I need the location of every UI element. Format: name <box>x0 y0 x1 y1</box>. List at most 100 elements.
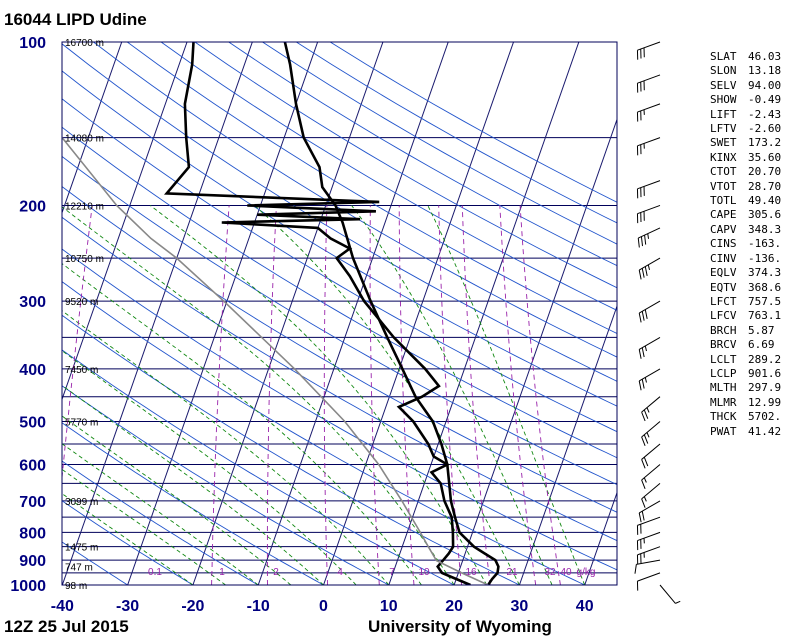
index-row: SELV 94.00 <box>710 79 781 93</box>
index-value: 6.69 <box>748 338 775 352</box>
index-value: 13.18 <box>748 64 782 78</box>
index-name: PWAT <box>710 424 737 438</box>
mixing-ratio-label: 7 <box>389 567 395 578</box>
index-row: CINV -136. <box>710 252 781 266</box>
temperature-tick-label: -20 <box>181 598 204 615</box>
index-value: 173.2 <box>748 136 782 150</box>
wind-barb <box>636 546 661 565</box>
height-label: 98 m <box>65 581 87 592</box>
mixing-ratio-label: 2 <box>273 567 279 578</box>
index-row: MLMR 12.99 <box>710 396 781 410</box>
index-value: 757.5 <box>748 294 782 308</box>
dry-adiabat-line <box>62 216 617 542</box>
temperature-profile-line <box>283 42 500 585</box>
dewpoint-profile-line <box>163 42 471 585</box>
dry-adiabat-line <box>126 42 617 334</box>
mixing-ratio-label: 4 <box>337 567 343 578</box>
dry-adiabat-line <box>62 43 617 382</box>
mixing-ratio-line <box>369 205 380 585</box>
moist-adiabat-line <box>62 263 422 585</box>
index-value: 5.87 <box>748 323 775 337</box>
dry-adiabat-line <box>62 155 617 486</box>
pressure-tick-label: 900 <box>19 553 46 570</box>
wind-barb <box>659 584 681 604</box>
dry-adiabat-line <box>62 185 617 513</box>
mixing-ratio-label: 0.1 <box>148 567 162 578</box>
index-row: BRCH 5.87 <box>710 324 781 338</box>
wind-barb <box>638 368 661 391</box>
data-source: University of Wyoming <box>368 617 552 636</box>
wind-barb <box>641 443 661 469</box>
isotherm-line <box>62 42 188 401</box>
index-name: KINX <box>710 150 737 164</box>
moist-adiabat-line <box>62 443 259 585</box>
index-value: 763.1 <box>748 309 782 323</box>
temperature-tick-label: 10 <box>380 598 398 615</box>
index-row: CINS -163. <box>710 237 781 251</box>
mixing-ratio-line <box>211 205 230 585</box>
index-value: 348.3 <box>748 222 782 236</box>
mixing-ratio-label: g/kg <box>577 567 596 578</box>
moist-adiabat-line <box>150 205 488 585</box>
index-row: LFCT 757.5 <box>710 295 781 309</box>
mixing-ratio-line <box>323 205 328 585</box>
height-label: 14080 m <box>65 134 104 145</box>
isotherm-line <box>322 42 515 585</box>
temperature-tick-label: -10 <box>247 598 270 615</box>
index-value: 305.6 <box>748 208 782 222</box>
temperature-tick-label: 0 <box>319 598 328 615</box>
index-name: CINS <box>710 237 737 251</box>
index-name: TOTL <box>710 194 737 208</box>
dry-adiabat-line <box>62 70 617 407</box>
index-name: VTOT <box>710 179 737 193</box>
isotherm-line <box>453 117 617 585</box>
pressure-tick-label: 200 <box>19 198 46 215</box>
height-label: 16700 m <box>65 38 104 49</box>
index-value: 368.6 <box>748 280 782 294</box>
index-value: 901.6 <box>748 366 782 380</box>
index-row: EQTV 368.6 <box>710 281 781 295</box>
index-value: -2.60 <box>748 122 782 136</box>
index-name: BRCV <box>710 338 737 352</box>
dry-adiabat-line <box>62 98 617 433</box>
dry-adiabat-line <box>62 385 390 585</box>
index-value: 94.00 <box>748 78 782 92</box>
index-row: LFCV 763.1 <box>710 309 781 323</box>
pressure-tick-label: 1000 <box>10 578 46 595</box>
index-name: LCLT <box>710 352 737 366</box>
index-row: SLAT 46.03 <box>710 50 781 64</box>
index-value: 12.99 <box>748 395 782 409</box>
index-value: 46.03 <box>748 50 782 63</box>
index-name: SLAT <box>710 50 737 63</box>
mixing-ratio-label: 1 <box>219 567 225 578</box>
dry-adiabat-line <box>62 422 324 585</box>
index-value: -2.43 <box>748 107 782 121</box>
isotherm-line <box>62 42 253 585</box>
dry-adiabat-line <box>62 349 455 585</box>
index-row: KINX 35.60 <box>710 151 781 165</box>
index-name: BRCH <box>710 323 737 337</box>
wind-barb <box>636 516 661 535</box>
dry-adiabat-line <box>228 42 617 267</box>
pressure-tick-label: 800 <box>19 525 46 542</box>
wind-barb <box>641 464 661 489</box>
dry-adiabat-line <box>62 248 617 571</box>
isotherm-line <box>62 42 123 215</box>
pressure-tick-label: 700 <box>19 494 46 511</box>
mixing-ratio-line <box>62 205 93 483</box>
index-row: THCK 5702. <box>710 410 781 424</box>
mixing-ratio-line <box>438 205 463 585</box>
pressure-tick-label: 300 <box>19 294 46 311</box>
moist-adiabat-line <box>62 384 324 585</box>
index-row: VTOT 28.70 <box>710 180 781 194</box>
wind-barb <box>641 483 661 508</box>
index-row: EQLV 374.3 <box>710 266 781 280</box>
index-row: SLON 13.18 <box>710 64 781 78</box>
index-row: LIFT -2.43 <box>710 108 781 122</box>
index-value: -136. <box>748 251 782 265</box>
index-name: SWET <box>710 136 737 150</box>
dry-adiabat-line <box>62 281 585 585</box>
station-title: 16044 LIPD Udine <box>4 10 147 29</box>
mixing-ratio-label: 21 <box>506 567 518 578</box>
dry-adiabat-line <box>62 500 194 585</box>
